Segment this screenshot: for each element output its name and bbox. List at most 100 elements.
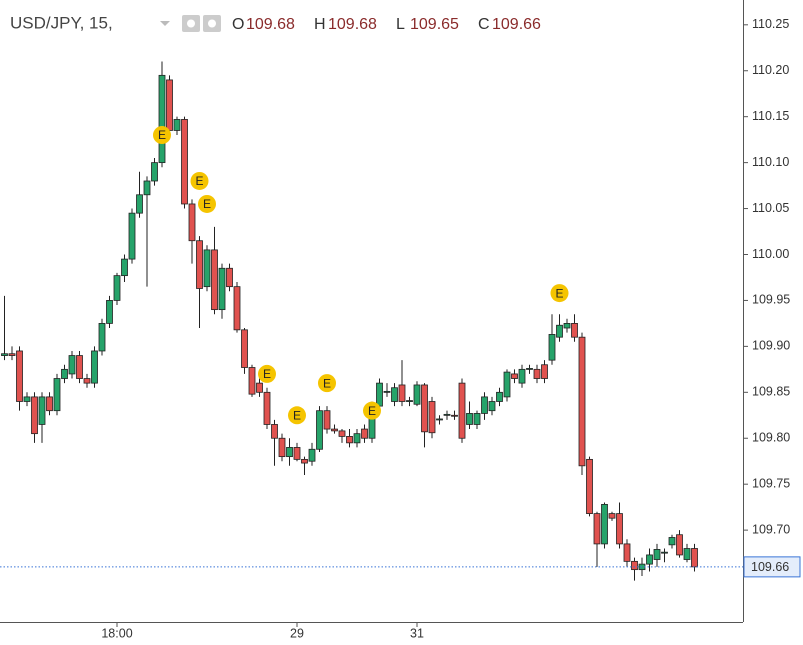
candle-body (631, 560, 638, 571)
y-tick-label: 110.10 (752, 155, 789, 169)
candle-body (571, 323, 578, 338)
event-label: E (323, 376, 331, 390)
x-tick-label: 18:00 (101, 626, 132, 640)
event-marker (550, 284, 569, 303)
candle-body (406, 400, 413, 402)
candle-body (488, 401, 496, 412)
event-marker (153, 126, 171, 145)
candle-body (646, 554, 653, 565)
y-tick-label: 110.25 (752, 17, 789, 31)
candle-body (1, 353, 8, 356)
chart-title: USD/JPY, 15, (10, 13, 113, 32)
event-label: E (368, 404, 376, 418)
candle-body (398, 384, 406, 402)
y-tick-label: 109.70 (752, 522, 790, 536)
ohlc-value: 109.65 (410, 16, 459, 33)
y-tick-label: 109.80 (752, 431, 790, 445)
ohlc-key: L (396, 16, 405, 33)
candle-body (53, 378, 61, 412)
candle-body (106, 300, 113, 324)
candle-body (376, 382, 383, 407)
candle-body (421, 384, 428, 433)
candle-body (496, 391, 503, 402)
candle-body (83, 378, 91, 384)
candle-body (31, 396, 38, 435)
candle-body (293, 447, 301, 460)
candle-body (541, 364, 548, 379)
ohlc-value: 109.68 (246, 16, 295, 33)
candle-body (653, 549, 661, 560)
candle-body (233, 286, 241, 331)
candle-body (616, 513, 623, 545)
x-tick-label: 31 (410, 626, 424, 640)
y-tick-label: 110.05 (752, 201, 789, 215)
candle-body (263, 391, 271, 425)
settings-icon-hub (208, 19, 216, 28)
candle-body (533, 368, 541, 379)
event-label: E (293, 408, 301, 422)
candle-body (136, 194, 143, 214)
y-tick-label: 110.15 (752, 109, 789, 123)
candle-body (68, 355, 76, 375)
event-label: E (203, 197, 211, 211)
event-label: E (158, 128, 166, 142)
candle-body (128, 212, 136, 260)
y-tick-label: 109.75 (752, 476, 790, 490)
candle-body (316, 410, 323, 450)
candle-body (323, 410, 331, 430)
y-tick-label: 110.20 (752, 63, 789, 77)
candle-body (683, 548, 691, 560)
candle-body (308, 448, 316, 462)
candle-body (23, 396, 31, 402)
candle-body (46, 396, 53, 412)
candle-body (383, 390, 391, 393)
candle-body (346, 436, 353, 444)
candle-body (91, 350, 98, 384)
candle-body (481, 396, 488, 414)
last-price-box (743, 556, 801, 578)
candle-body (196, 240, 203, 289)
candle-body (181, 119, 188, 205)
event-label: E (263, 367, 271, 381)
candle-body (691, 548, 698, 568)
eye-icon-pupil (187, 19, 195, 28)
candle-body (428, 401, 436, 434)
candle-body (8, 353, 16, 356)
ohlc-key: O (232, 16, 244, 33)
y-tick-label: 109.95 (752, 293, 790, 307)
candle-body (391, 387, 398, 402)
ohlc-key: H (314, 16, 326, 33)
candle-body (158, 74, 166, 164)
candle-body (548, 334, 556, 361)
y-tick-label: 109.85 (752, 385, 790, 399)
candle-body (623, 543, 631, 562)
candle-body (211, 249, 218, 311)
candle-body (661, 551, 668, 554)
candle-body (601, 503, 608, 545)
candle-body (278, 437, 286, 458)
candle-body (511, 373, 518, 379)
candle-body (241, 329, 248, 368)
candle-body (676, 534, 683, 556)
candle-body (203, 249, 211, 288)
candle-body (503, 371, 511, 398)
candle-body (563, 323, 571, 329)
candle-body (526, 368, 533, 370)
candle-body (113, 275, 121, 301)
candle-body (466, 413, 473, 425)
candle-body (61, 368, 68, 379)
candle-body (668, 537, 676, 546)
y-tick-label: 110.00 (752, 247, 789, 261)
candle-body (256, 382, 263, 393)
candle-body (578, 336, 586, 467)
candle-body (338, 430, 346, 437)
x-tick-label: 29 (290, 626, 304, 640)
y-tick-label: 109.90 (752, 339, 790, 353)
candle-body (518, 368, 526, 384)
candle-body (556, 324, 563, 338)
event-marker (198, 194, 216, 213)
candle-body (361, 428, 368, 439)
candle-body (98, 323, 106, 352)
candle-body (473, 413, 481, 425)
